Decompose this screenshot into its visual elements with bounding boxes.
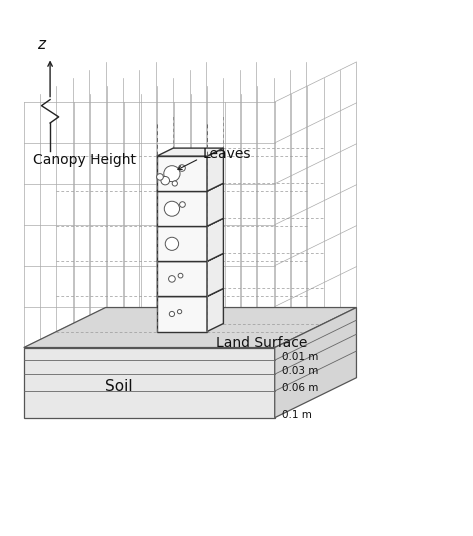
- Polygon shape: [207, 288, 223, 332]
- Circle shape: [172, 181, 177, 186]
- Text: 0.01 m: 0.01 m: [282, 352, 318, 362]
- Circle shape: [169, 311, 175, 317]
- Circle shape: [179, 165, 185, 172]
- Text: Land Surface: Land Surface: [216, 336, 307, 350]
- Text: 0.06 m: 0.06 m: [282, 383, 318, 393]
- Circle shape: [164, 166, 180, 182]
- Polygon shape: [157, 191, 207, 226]
- Polygon shape: [157, 226, 207, 262]
- Polygon shape: [157, 254, 223, 262]
- Polygon shape: [157, 148, 223, 156]
- Text: Canopy Height: Canopy Height: [34, 153, 136, 167]
- Polygon shape: [157, 296, 207, 332]
- Polygon shape: [157, 183, 223, 191]
- Text: Leaves: Leaves: [203, 147, 252, 161]
- Polygon shape: [275, 308, 357, 418]
- Text: Soil: Soil: [105, 378, 133, 393]
- Circle shape: [180, 202, 185, 207]
- Polygon shape: [24, 308, 357, 347]
- Polygon shape: [207, 254, 223, 296]
- Text: 0.03 m: 0.03 m: [282, 367, 318, 376]
- Polygon shape: [157, 218, 223, 226]
- Circle shape: [157, 174, 163, 180]
- Circle shape: [168, 276, 175, 282]
- Circle shape: [164, 201, 180, 216]
- Text: z: z: [37, 37, 45, 52]
- Polygon shape: [207, 183, 223, 226]
- Polygon shape: [157, 288, 223, 296]
- Circle shape: [161, 176, 169, 185]
- Polygon shape: [207, 148, 223, 191]
- Circle shape: [178, 273, 183, 278]
- Polygon shape: [157, 156, 207, 191]
- Text: 0.1 m: 0.1 m: [282, 410, 312, 420]
- Polygon shape: [24, 347, 275, 418]
- Circle shape: [165, 237, 179, 250]
- Polygon shape: [157, 262, 207, 296]
- Polygon shape: [207, 218, 223, 262]
- Circle shape: [177, 309, 182, 314]
